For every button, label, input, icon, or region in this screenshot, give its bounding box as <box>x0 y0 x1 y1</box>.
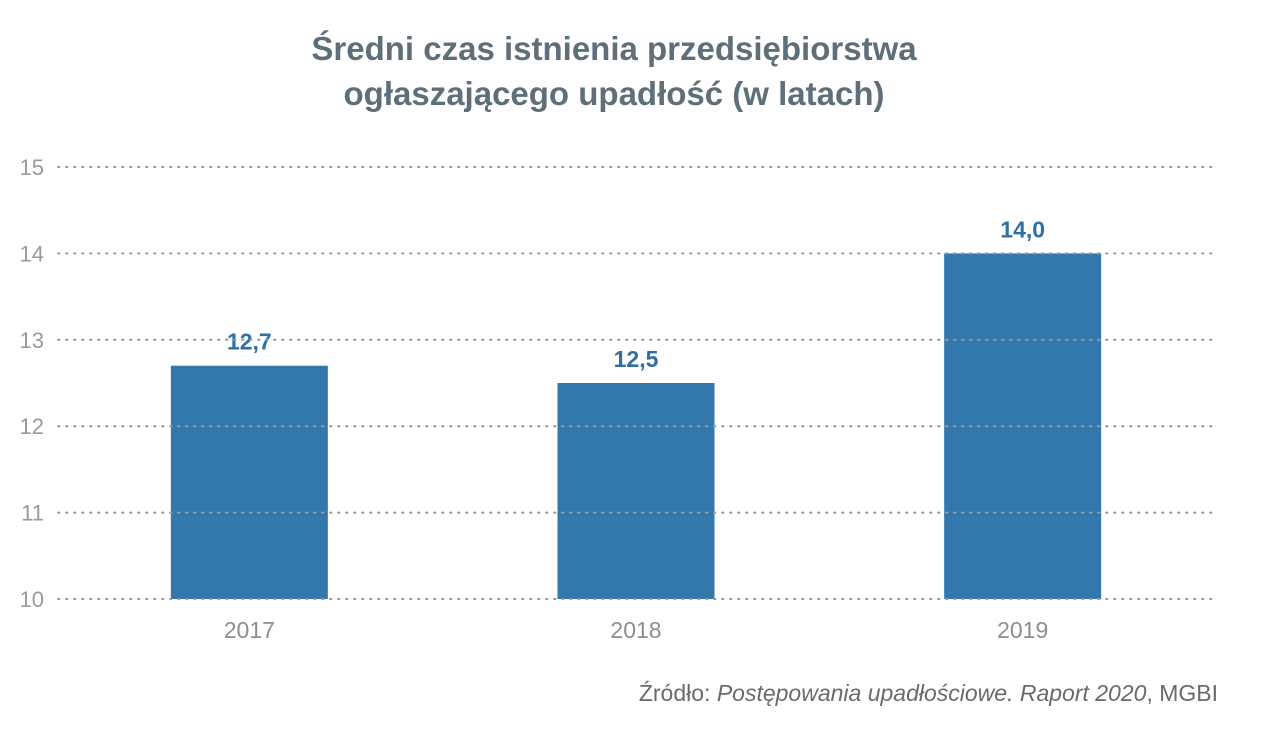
y-tick-label: 15 <box>20 155 44 180</box>
chart-title-line: ogłaszającego upadłość (w latach) <box>343 75 885 112</box>
y-tick-label: 14 <box>20 241 44 266</box>
chart-title: Średni czas istnienia przedsiębiorstwa o… <box>0 26 1228 116</box>
y-tick-label: 13 <box>20 328 44 353</box>
source-title: Postępowania upadłościowe. Raport 2020 <box>716 680 1147 706</box>
y-tick-label: 12 <box>20 414 44 439</box>
bar <box>557 383 715 599</box>
source-note: Źródło: Postępowania upadłościowe. Rapor… <box>639 680 1218 707</box>
data-label: 14,0 <box>1000 216 1045 242</box>
data-label: 12,7 <box>227 329 272 355</box>
bar <box>944 253 1102 599</box>
x-tick-label: 2019 <box>997 617 1048 643</box>
source-suffix: , MGBI <box>1146 680 1218 706</box>
chart-title-line: Średni czas istnienia przedsiębiorstwa <box>311 30 917 67</box>
y-tick-label: 11 <box>21 501 44 526</box>
x-tick-label: 2017 <box>224 617 275 643</box>
x-tick-label: 2018 <box>610 617 661 643</box>
data-label: 12,5 <box>614 346 659 372</box>
source-prefix: Źródło: <box>638 680 717 706</box>
bar <box>170 365 328 599</box>
y-tick-label: 10 <box>20 587 44 612</box>
